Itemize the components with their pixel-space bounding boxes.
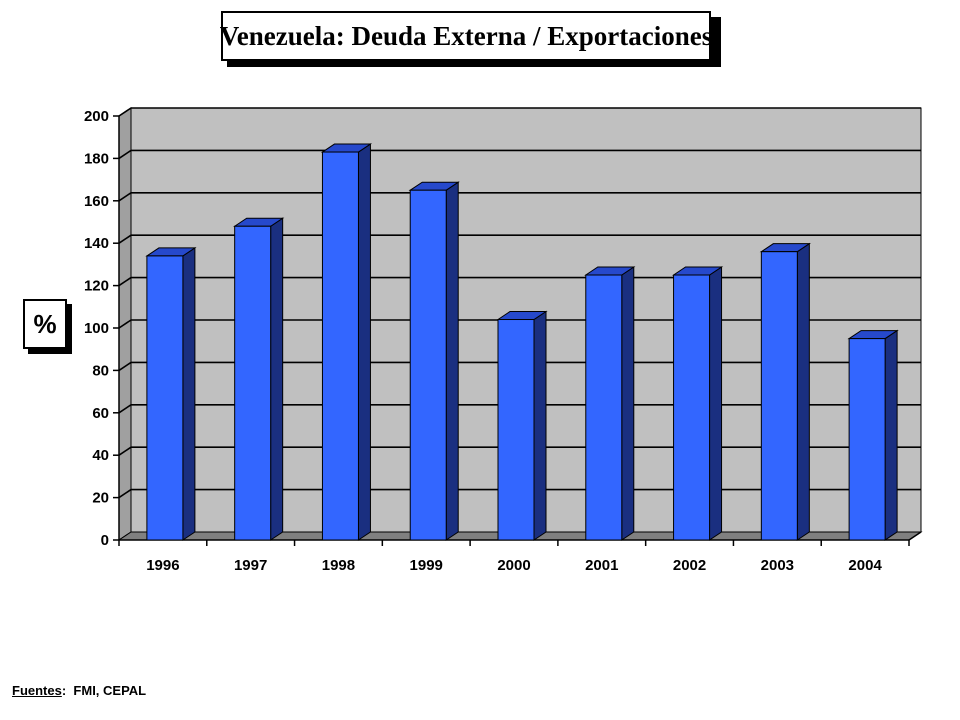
x-tick-label: 2004: [848, 557, 882, 574]
y-tick-label: 120: [84, 278, 109, 295]
gridline: [118, 107, 921, 117]
gridline: [118, 319, 921, 329]
y-tick-label: 180: [84, 150, 109, 167]
bar: [409, 189, 447, 541]
x-tick-label: 1996: [146, 557, 179, 574]
x-tick-label: 1998: [322, 557, 355, 574]
x-tick-label: 1997: [234, 557, 267, 574]
chart-title-box: Venezuela: Deuda Externa / Exportaciones: [219, 11, 713, 61]
bar-side: [621, 266, 635, 541]
bar: [585, 274, 623, 541]
y-tick-label: 0: [101, 532, 109, 549]
chart-title: Venezuela: Deuda Externa / Exportaciones: [219, 20, 713, 51]
source-note: Fuentes: FMI, CEPAL: [12, 683, 146, 698]
bar: [673, 274, 711, 541]
gridline: [118, 488, 921, 499]
gridline: [118, 234, 921, 244]
source-separator: :: [61, 683, 67, 698]
y-tick-label: 40: [92, 447, 109, 464]
x-tick-label: 2003: [761, 557, 794, 574]
gridline: [118, 446, 921, 456]
y-tick-label: 160: [84, 193, 109, 210]
bar-side: [884, 329, 898, 541]
y-tick-label: 60: [92, 405, 109, 422]
y-unit-box: %: [23, 299, 67, 349]
gridline: [118, 192, 921, 202]
x-tick-label: 1999: [410, 557, 443, 574]
bar-side: [533, 310, 547, 541]
bar-side: [445, 181, 459, 541]
bar: [146, 255, 184, 541]
y-tick-label: 140: [84, 235, 109, 252]
bar-side: [796, 242, 810, 541]
bar-side: [182, 246, 196, 541]
x-axis-corner: [908, 531, 922, 541]
x-tick-label: 2002: [673, 557, 706, 574]
bar: [321, 151, 359, 541]
gridline: [118, 403, 921, 414]
y-tick-label: 80: [92, 362, 109, 379]
x-tick-label: 2000: [497, 557, 530, 574]
bar-side: [270, 217, 284, 541]
x-tick-label: 2001: [585, 557, 618, 574]
y-tick-label: 100: [84, 320, 109, 337]
bar: [497, 319, 535, 541]
y-axis-label: %: [33, 308, 57, 339]
bar-side: [357, 143, 371, 541]
y-tick-label: 200: [84, 108, 109, 125]
bar: [760, 251, 798, 541]
source-value: FMI, CEPAL: [73, 683, 147, 698]
gridline: [118, 276, 921, 287]
bar-side: [709, 266, 723, 541]
bar: [234, 225, 272, 541]
source-label: Fuentes: [12, 683, 62, 698]
y-tick-label: 20: [92, 490, 109, 507]
gridline: [118, 149, 921, 160]
bar: [848, 338, 886, 541]
gridline: [118, 361, 921, 372]
